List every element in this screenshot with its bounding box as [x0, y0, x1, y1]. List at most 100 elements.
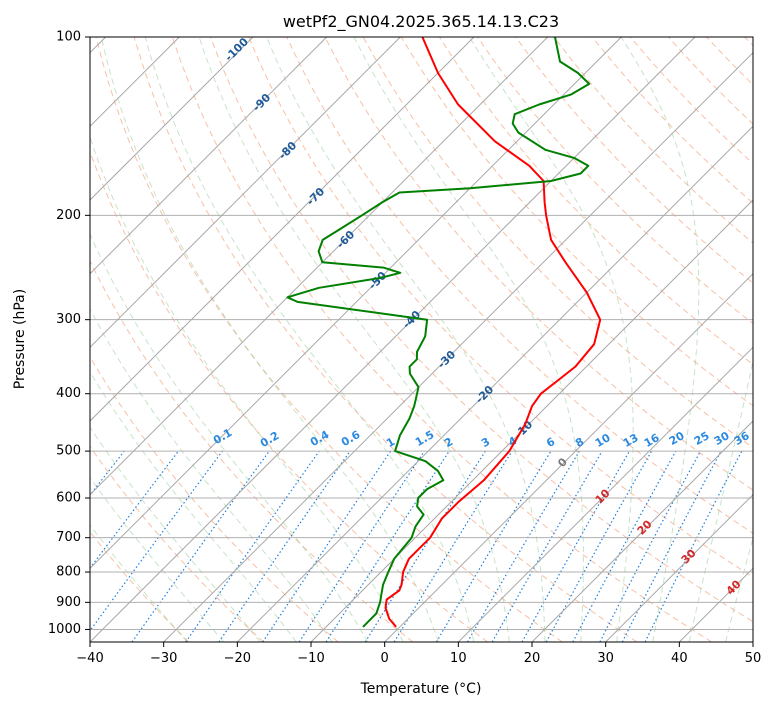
isotherm-line	[163, 51, 753, 642]
moist-adiabat-line	[469, 37, 634, 642]
dry-adiabat-line	[90, 356, 339, 642]
y-tick-label: 900	[56, 595, 81, 610]
y-tick-label: 800	[56, 565, 81, 580]
x-tick-label: 10	[450, 651, 467, 666]
mixing-ratio-label: 0.4	[308, 428, 332, 449]
mixing-ratio-label: 0.2	[258, 429, 281, 450]
mixing-ratio-label: 2	[442, 435, 455, 450]
isotherm-line	[90, 37, 696, 642]
dry-adiabat-line	[90, 531, 190, 642]
isotherm-line	[90, 37, 328, 275]
y-tick-label: 400	[56, 386, 81, 401]
isotherm-line	[90, 37, 475, 422]
dry-adiabat-line	[553, 37, 753, 244]
mixing-ratio-line	[644, 450, 743, 642]
dry-adiabat-line	[95, 37, 563, 642]
dry-adiabat-line	[706, 37, 753, 86]
plot-frame	[89, 36, 754, 643]
moist-adiabat-line	[90, 370, 297, 642]
isotherm-line	[752, 641, 753, 642]
dry-adiabat-line	[133, 37, 638, 642]
mixing-ratio-line	[521, 450, 631, 642]
x-tick-label: 40	[671, 651, 688, 666]
isotherm-line	[236, 125, 753, 642]
y-tick-label: 300	[56, 312, 81, 327]
x-tick-label: −40	[76, 651, 103, 666]
mixing-ratio-line	[435, 450, 552, 642]
mixing-ratio-label: 20	[667, 429, 687, 448]
mixing-ratio-label: 13	[621, 431, 641, 450]
moist-adiabat-label: 30	[679, 546, 699, 566]
dry-adiabat-line	[286, 37, 753, 534]
moist-adiabat-line	[90, 524, 188, 642]
dry-adiabat-line	[90, 445, 264, 642]
dry-adiabat-line	[248, 37, 753, 578]
dry-adiabat-label: -80	[276, 139, 299, 162]
moist-adiabat-line	[90, 308, 333, 642]
moist-adiabat-line	[725, 536, 753, 642]
isotherm-line	[90, 37, 254, 201]
moist-adiabat-line	[266, 37, 546, 642]
x-tick-label: −30	[150, 651, 177, 666]
moist-adiabat-line	[90, 232, 369, 642]
moist-adiabat-line	[198, 37, 510, 642]
dry-adiabat-label: -100	[222, 35, 251, 64]
moist-adiabat-line	[144, 37, 475, 642]
mixing-ratio-line	[545, 450, 653, 642]
y-tick-label: 700	[56, 530, 81, 545]
isotherm-line	[310, 199, 753, 642]
moist-adiabat-line	[688, 358, 753, 642]
dry-adiabat-label: -70	[304, 185, 327, 208]
dry-adiabat-line	[90, 259, 414, 642]
x-tick-label: 30	[597, 651, 614, 666]
isotherm-line	[90, 37, 549, 496]
moist-adiabat-line	[90, 476, 225, 642]
isotherm-line	[531, 420, 753, 642]
mixing-ratio-line	[325, 450, 450, 642]
x-tick-label: 50	[745, 651, 762, 666]
mixing-ratio-line	[572, 450, 677, 642]
dry-adiabat-line	[515, 37, 753, 284]
mixing-ratio-label: 10	[593, 431, 613, 450]
mixing-ratio-label: 3	[479, 435, 492, 450]
mixing-ratio-line	[393, 450, 513, 642]
mixing-ratio-line	[262, 450, 392, 642]
mixing-ratio-line	[599, 450, 702, 642]
mixing-ratio-line	[185, 450, 320, 642]
mixing-ratio-line	[90, 450, 179, 570]
isotherm-line	[90, 37, 401, 349]
isotherm-line	[457, 346, 753, 642]
moist-adiabat-label: 10	[593, 486, 613, 506]
chart-title: wetPf2_GN04.2025.365.14.13.C23	[283, 12, 559, 32]
y-tick-label: 200	[56, 208, 81, 223]
y-tick-label: 500	[56, 444, 81, 459]
isotherm-line	[90, 37, 622, 570]
moist-adiabat-label: 0	[555, 455, 570, 470]
isotherm-line	[384, 272, 753, 642]
x-tick-label: 0	[381, 651, 389, 666]
moist-adiabat-line	[353, 37, 584, 642]
mixing-ratio-label: 16	[642, 431, 662, 450]
moist-adiabat-label: 20	[635, 517, 655, 537]
dewpoint-profile-line	[286, 37, 591, 628]
y-tick-label: 1000	[48, 622, 81, 637]
moist-adiabat-line	[620, 37, 700, 642]
dry-adiabat-line	[210, 37, 753, 623]
dry-adiabat-line	[324, 37, 753, 491]
x-tick-label: −20	[224, 651, 251, 666]
mixing-ratio-label: 6	[544, 435, 557, 450]
mixing-ratio-line	[218, 450, 351, 642]
moist-adiabat-line	[100, 37, 439, 642]
x-tick-label: 20	[524, 651, 541, 666]
mixing-ratio-line	[90, 450, 223, 632]
mixing-ratio-line	[131, 450, 270, 642]
y-tick-label: 100	[56, 30, 81, 45]
x-axis-label: Temperature (°C)	[360, 681, 482, 697]
dry-adiabat-line	[171, 37, 712, 642]
moist-adiabat-line	[90, 135, 404, 642]
y-axis-label: Pressure (hPa)	[12, 289, 28, 389]
isotherm-line	[605, 493, 753, 642]
mixing-ratio-line	[298, 450, 425, 642]
moist-adiabat-line	[90, 426, 261, 642]
